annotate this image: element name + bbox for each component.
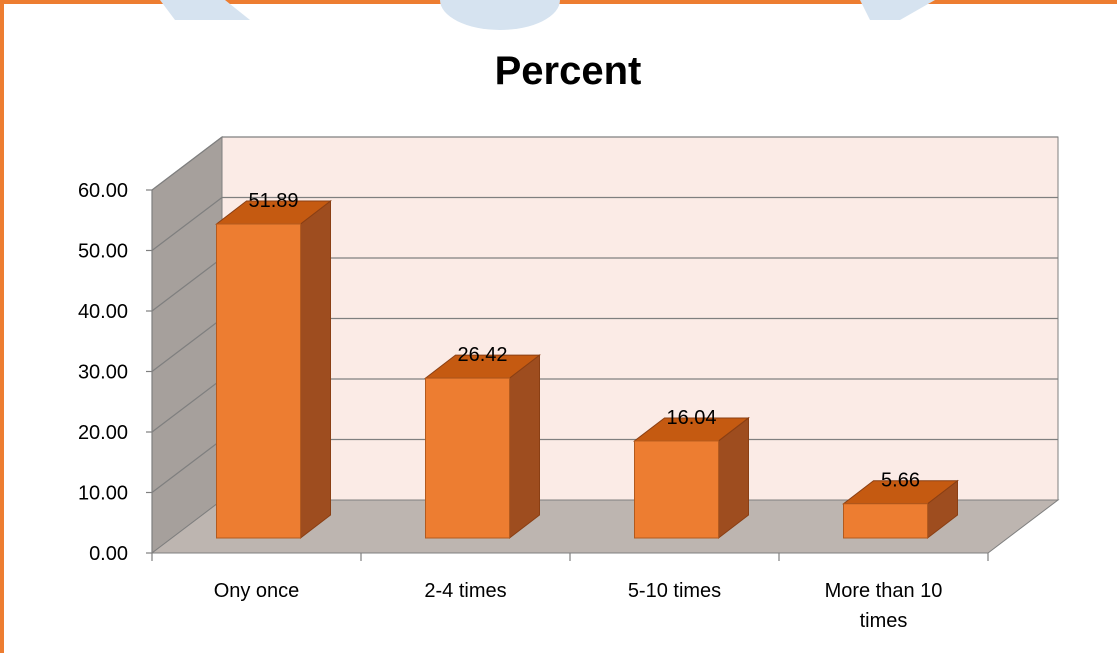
watermark-logo — [160, 0, 935, 30]
x-category-line: More than 10 — [825, 580, 943, 602]
bars — [215, 199, 959, 540]
y-tick-label: 50.00 — [78, 241, 128, 263]
x-category-label: 5-10 times — [628, 580, 721, 602]
bar-3 — [633, 416, 750, 540]
gridline-side — [151, 378, 223, 433]
watermark-shape-right — [860, 0, 935, 20]
data-label: 51.89 — [248, 190, 298, 212]
bar-side — [300, 199, 331, 540]
x-category-label: 2-4 times — [424, 580, 506, 602]
bar-front — [843, 503, 928, 539]
x-category-line: Ony once — [214, 580, 300, 602]
y-tick-label: 0.00 — [89, 543, 128, 565]
bar-1 — [215, 199, 332, 540]
floor — [150, 499, 1060, 554]
x-axis: Ony once 2-4 times 5-10 times More than 10 t… — [151, 553, 989, 632]
bar-front — [634, 440, 719, 539]
y-tick-label: 60.00 — [78, 180, 128, 202]
data-label: 26.42 — [457, 344, 507, 366]
bar-side — [509, 354, 540, 540]
x-category-line: times — [860, 610, 908, 632]
bar-2 — [424, 354, 541, 540]
x-category-line: 2-4 times — [424, 580, 506, 602]
y-tick-label: 40.00 — [78, 301, 128, 323]
y-tick-label: 10.00 — [78, 483, 128, 505]
data-label: 5.66 — [881, 470, 920, 492]
x-category-line: 5-10 times — [628, 580, 721, 602]
gridline-side — [151, 257, 223, 312]
watermark-shape-mid — [440, 0, 560, 30]
bar-front — [216, 223, 301, 539]
y-tick-label: 20.00 — [78, 422, 128, 444]
chart-title: Percent — [495, 49, 642, 93]
bar-4 — [842, 479, 959, 540]
bar-front — [425, 377, 510, 539]
gridlines — [151, 136, 1058, 493]
gridline-side — [151, 197, 223, 251]
y-axis: 0.00 10.00 20.00 30.00 40.00 50.00 60.00 — [78, 180, 153, 565]
gridline-side — [151, 439, 223, 493]
x-category-label: Ony once — [214, 580, 300, 602]
gridline-side — [151, 136, 223, 191]
data-label: 16.04 — [666, 407, 716, 429]
gridline-side — [151, 318, 223, 372]
y-tick-label: 30.00 — [78, 362, 128, 384]
watermark-shape-left — [160, 0, 250, 20]
data-labels: 51.89 26.42 16.04 5.66 — [248, 190, 920, 492]
x-category-label: More than 10 times — [825, 580, 943, 632]
